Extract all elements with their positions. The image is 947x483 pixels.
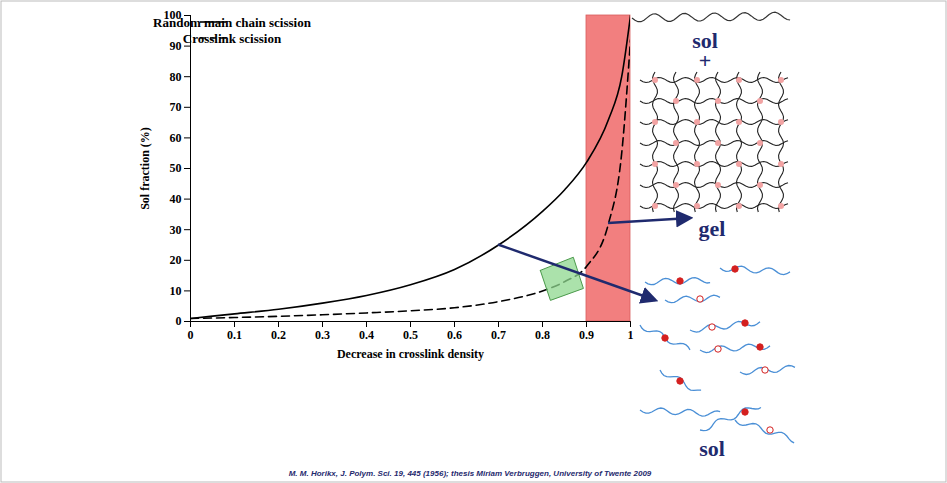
svg-text:0.5: 0.5 xyxy=(403,328,418,342)
svg-text:sol: sol xyxy=(699,436,725,461)
svg-text:0: 0 xyxy=(176,314,182,328)
svg-text:+: + xyxy=(699,48,712,73)
svg-text:sol: sol xyxy=(692,28,718,53)
svg-text:Random main chain scission: Random main chain scission xyxy=(153,15,312,30)
svg-text:M. M. Horikx, J. Polym. Sci. 1: M. M. Horikx, J. Polym. Sci. 19, 445 (19… xyxy=(289,469,652,478)
svg-text:0.8: 0.8 xyxy=(535,328,550,342)
svg-text:0.2: 0.2 xyxy=(271,328,286,342)
svg-text:0.9: 0.9 xyxy=(579,328,594,342)
svg-text:1: 1 xyxy=(628,328,634,342)
svg-text:20: 20 xyxy=(170,253,182,267)
svg-text:90: 90 xyxy=(170,39,182,53)
svg-text:50: 50 xyxy=(170,161,182,175)
svg-text:Sol fraction (%): Sol fraction (%) xyxy=(138,127,152,210)
svg-text:Crosslink scission: Crosslink scission xyxy=(183,31,282,46)
svg-text:Decrease in crosslink density: Decrease in crosslink density xyxy=(337,347,484,361)
svg-text:60: 60 xyxy=(170,131,182,145)
svg-text:0.4: 0.4 xyxy=(359,328,374,342)
svg-text:0.6: 0.6 xyxy=(447,328,462,342)
svg-text:30: 30 xyxy=(170,223,182,237)
svg-text:80: 80 xyxy=(170,70,182,84)
svg-text:0.3: 0.3 xyxy=(315,328,330,342)
svg-text:70: 70 xyxy=(170,100,182,114)
svg-text:0: 0 xyxy=(188,328,194,342)
svg-text:gel: gel xyxy=(699,216,726,241)
svg-text:10: 10 xyxy=(170,284,182,298)
svg-text:0.1: 0.1 xyxy=(227,328,242,342)
svg-text:40: 40 xyxy=(170,192,182,206)
svg-text:0.7: 0.7 xyxy=(491,328,506,342)
